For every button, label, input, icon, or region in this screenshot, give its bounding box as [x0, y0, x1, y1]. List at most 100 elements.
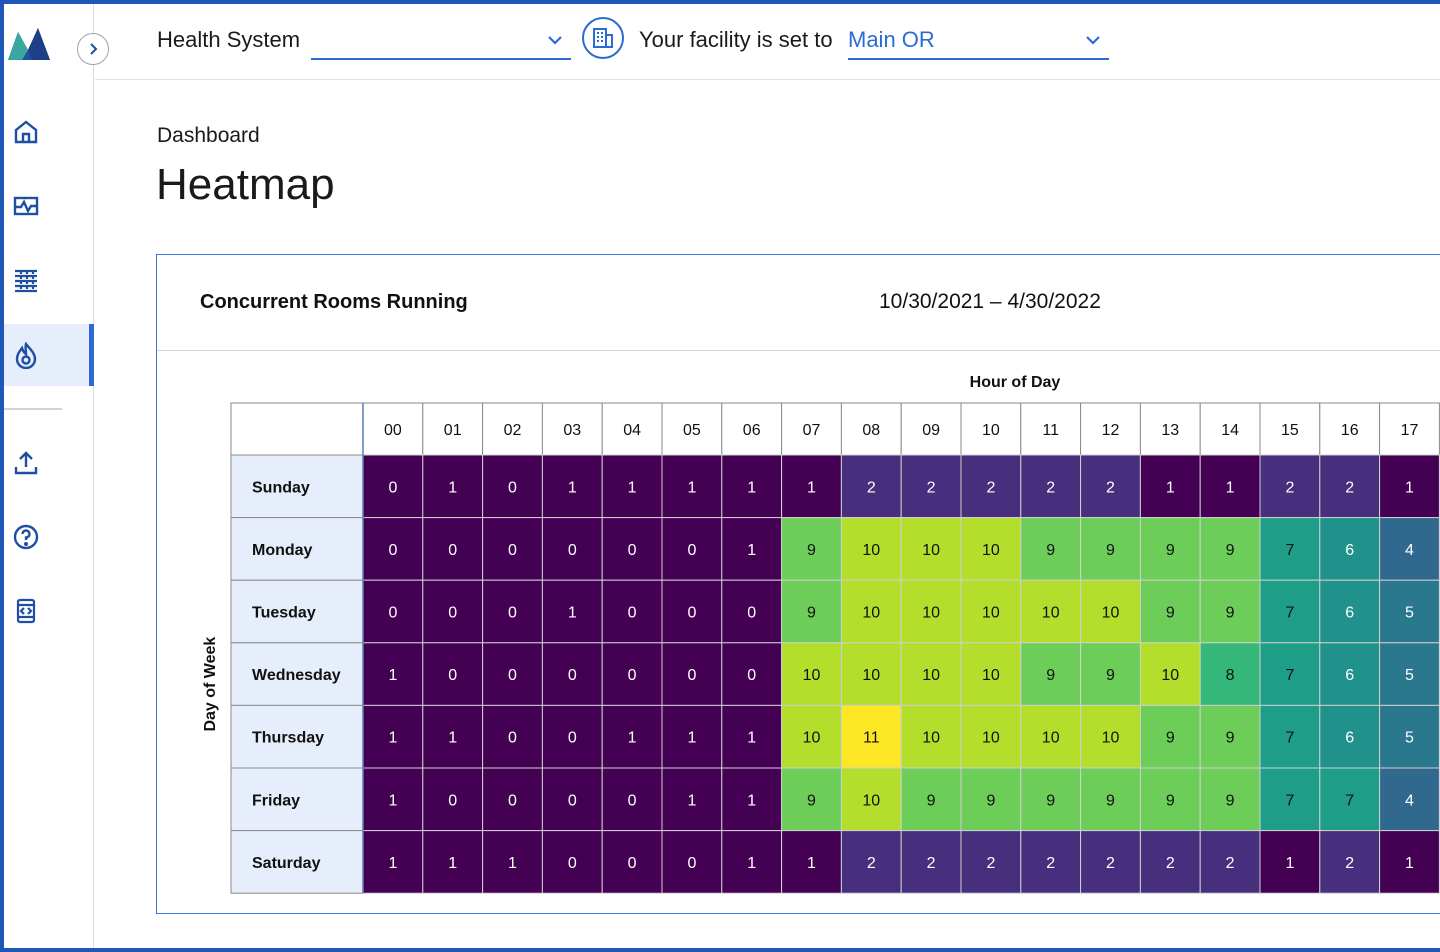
- breadcrumb[interactable]: Dashboard: [157, 124, 260, 147]
- sidebar-item-grid[interactable]: [4, 249, 92, 311]
- facility-building-icon[interactable]: [582, 17, 624, 59]
- heatmap-cell: [960, 704, 1022, 769]
- sidebar-item-monitor[interactable]: [4, 175, 92, 237]
- cell-value: 2: [1166, 855, 1175, 872]
- cell-value: 0: [628, 667, 637, 684]
- heatmap-cell: [900, 830, 962, 894]
- help-icon: [13, 524, 39, 550]
- hour-label: 07: [803, 422, 821, 439]
- heatmap-cell: [840, 517, 902, 581]
- sidebar-item-script[interactable]: [4, 580, 92, 642]
- facility-value: Main OR: [848, 27, 935, 52]
- day-label-cell: [230, 454, 364, 519]
- hour-label: 12: [1102, 422, 1120, 439]
- cell-value: 2: [1046, 855, 1055, 872]
- heatmap-cell: [1080, 517, 1141, 581]
- cell-value: 9: [1046, 792, 1055, 809]
- cell-value: 9: [807, 792, 816, 809]
- cell-value: 2: [1345, 855, 1354, 872]
- day-label-cell: [230, 767, 364, 832]
- cell-value: 0: [568, 730, 577, 747]
- heatmap-cell: [1139, 830, 1201, 894]
- hour-header-cell: [541, 402, 603, 456]
- hour-header-cell: [1199, 402, 1261, 456]
- cell-value: 9: [1106, 667, 1115, 684]
- sidebar-item-upload[interactable]: [4, 432, 92, 494]
- heatmap-cell: [1080, 642, 1141, 706]
- sidebar-expand-button[interactable]: [77, 33, 109, 65]
- cell-value: 1: [747, 792, 756, 809]
- heatmap-cell: [601, 454, 663, 519]
- cell-value: 10: [1102, 605, 1120, 622]
- hour-label: 15: [1281, 422, 1299, 439]
- x-axis-title: Hour of Day: [970, 374, 1061, 391]
- heatmap-cell: [541, 579, 603, 644]
- cell-value: 4: [1405, 542, 1414, 559]
- health-system-label: Health System: [157, 27, 301, 52]
- top-bar: Health System Your facility is set to Ma…: [95, 0, 1440, 80]
- cell-value: 0: [508, 730, 517, 747]
- cell-value: 1: [747, 479, 756, 496]
- cell-value: 9: [1166, 730, 1175, 747]
- cell-value: 2: [1226, 855, 1235, 872]
- heatmap-chart: 00 01 02 03 04 05 06 07 08 09 10 11 12 13 14 15 16 17Sund…: [202, 374, 1440, 894]
- cell-value: 9: [1166, 792, 1175, 809]
- hour-label: 08: [862, 422, 880, 439]
- grid-icon: [15, 269, 37, 293]
- cell-value: 0: [508, 479, 517, 496]
- heatmap-cell: [661, 767, 723, 832]
- card-header: Concurrent Rooms Running 10/30/2021 – 4/…: [157, 255, 1440, 351]
- heatmap-cell: [1080, 767, 1141, 832]
- health-system-select[interactable]: [311, 24, 571, 60]
- heatmap-cell: [362, 704, 424, 769]
- heatmap-cell: [1080, 454, 1141, 519]
- cell-value: 0: [388, 542, 397, 559]
- heatmap-cell: [541, 830, 603, 894]
- facility-select[interactable]: Main OR: [848, 24, 1109, 60]
- heatmap-cell: [1319, 579, 1381, 644]
- heatmap-cell: [900, 642, 962, 706]
- cell-value: 1: [448, 730, 457, 747]
- cell-value: 2: [1285, 479, 1294, 496]
- facility-label: Your facility is set to: [639, 27, 833, 52]
- cell-value: 9: [1106, 542, 1115, 559]
- cell-value: 0: [568, 667, 577, 684]
- heatmap-cell: [1139, 454, 1201, 519]
- heatmap-cell: [1020, 830, 1082, 894]
- cell-value: 10: [982, 667, 1000, 684]
- cell-value: 2: [867, 479, 876, 496]
- cell-value: 0: [628, 792, 637, 809]
- heatmap-cell: [661, 517, 723, 581]
- heatmap-cell: [960, 579, 1022, 644]
- heatmap-cell: [601, 642, 663, 706]
- heatmap-cell: [1319, 454, 1381, 519]
- sidebar: [0, 0, 94, 952]
- cell-value: 9: [1046, 542, 1055, 559]
- date-range[interactable]: 10/30/2021 – 4/30/2022: [879, 290, 1101, 313]
- cell-value: 7: [1285, 542, 1294, 559]
- heatmap-cell: [960, 767, 1022, 832]
- day-label-cell: [230, 579, 364, 644]
- cell-value: 2: [1106, 855, 1115, 872]
- cell-value: 9: [1166, 542, 1175, 559]
- cell-value: 6: [1345, 605, 1354, 622]
- sidebar-item-heatmap[interactable]: [4, 324, 94, 386]
- day-label: Friday: [252, 792, 300, 809]
- heatmap-cell: [840, 642, 902, 706]
- hour-header-cell: [721, 402, 783, 456]
- cell-value: 6: [1345, 667, 1354, 684]
- heatmap-cell: [1199, 830, 1261, 894]
- cell-value: 0: [508, 667, 517, 684]
- cell-value: 0: [448, 667, 457, 684]
- hour-header-cell: [1020, 402, 1082, 456]
- sidebar-item-help[interactable]: [4, 506, 92, 568]
- cell-value: 10: [922, 542, 940, 559]
- heatmap-cell: [482, 517, 543, 581]
- hour-header-cell: [661, 402, 723, 456]
- sidebar-item-home[interactable]: [4, 101, 92, 163]
- cell-value: 10: [803, 667, 821, 684]
- heatmap-cell: [1259, 767, 1321, 832]
- hour-label: 02: [504, 422, 522, 439]
- hour-header-cell: [422, 402, 484, 456]
- heatmap-cell: [900, 767, 962, 832]
